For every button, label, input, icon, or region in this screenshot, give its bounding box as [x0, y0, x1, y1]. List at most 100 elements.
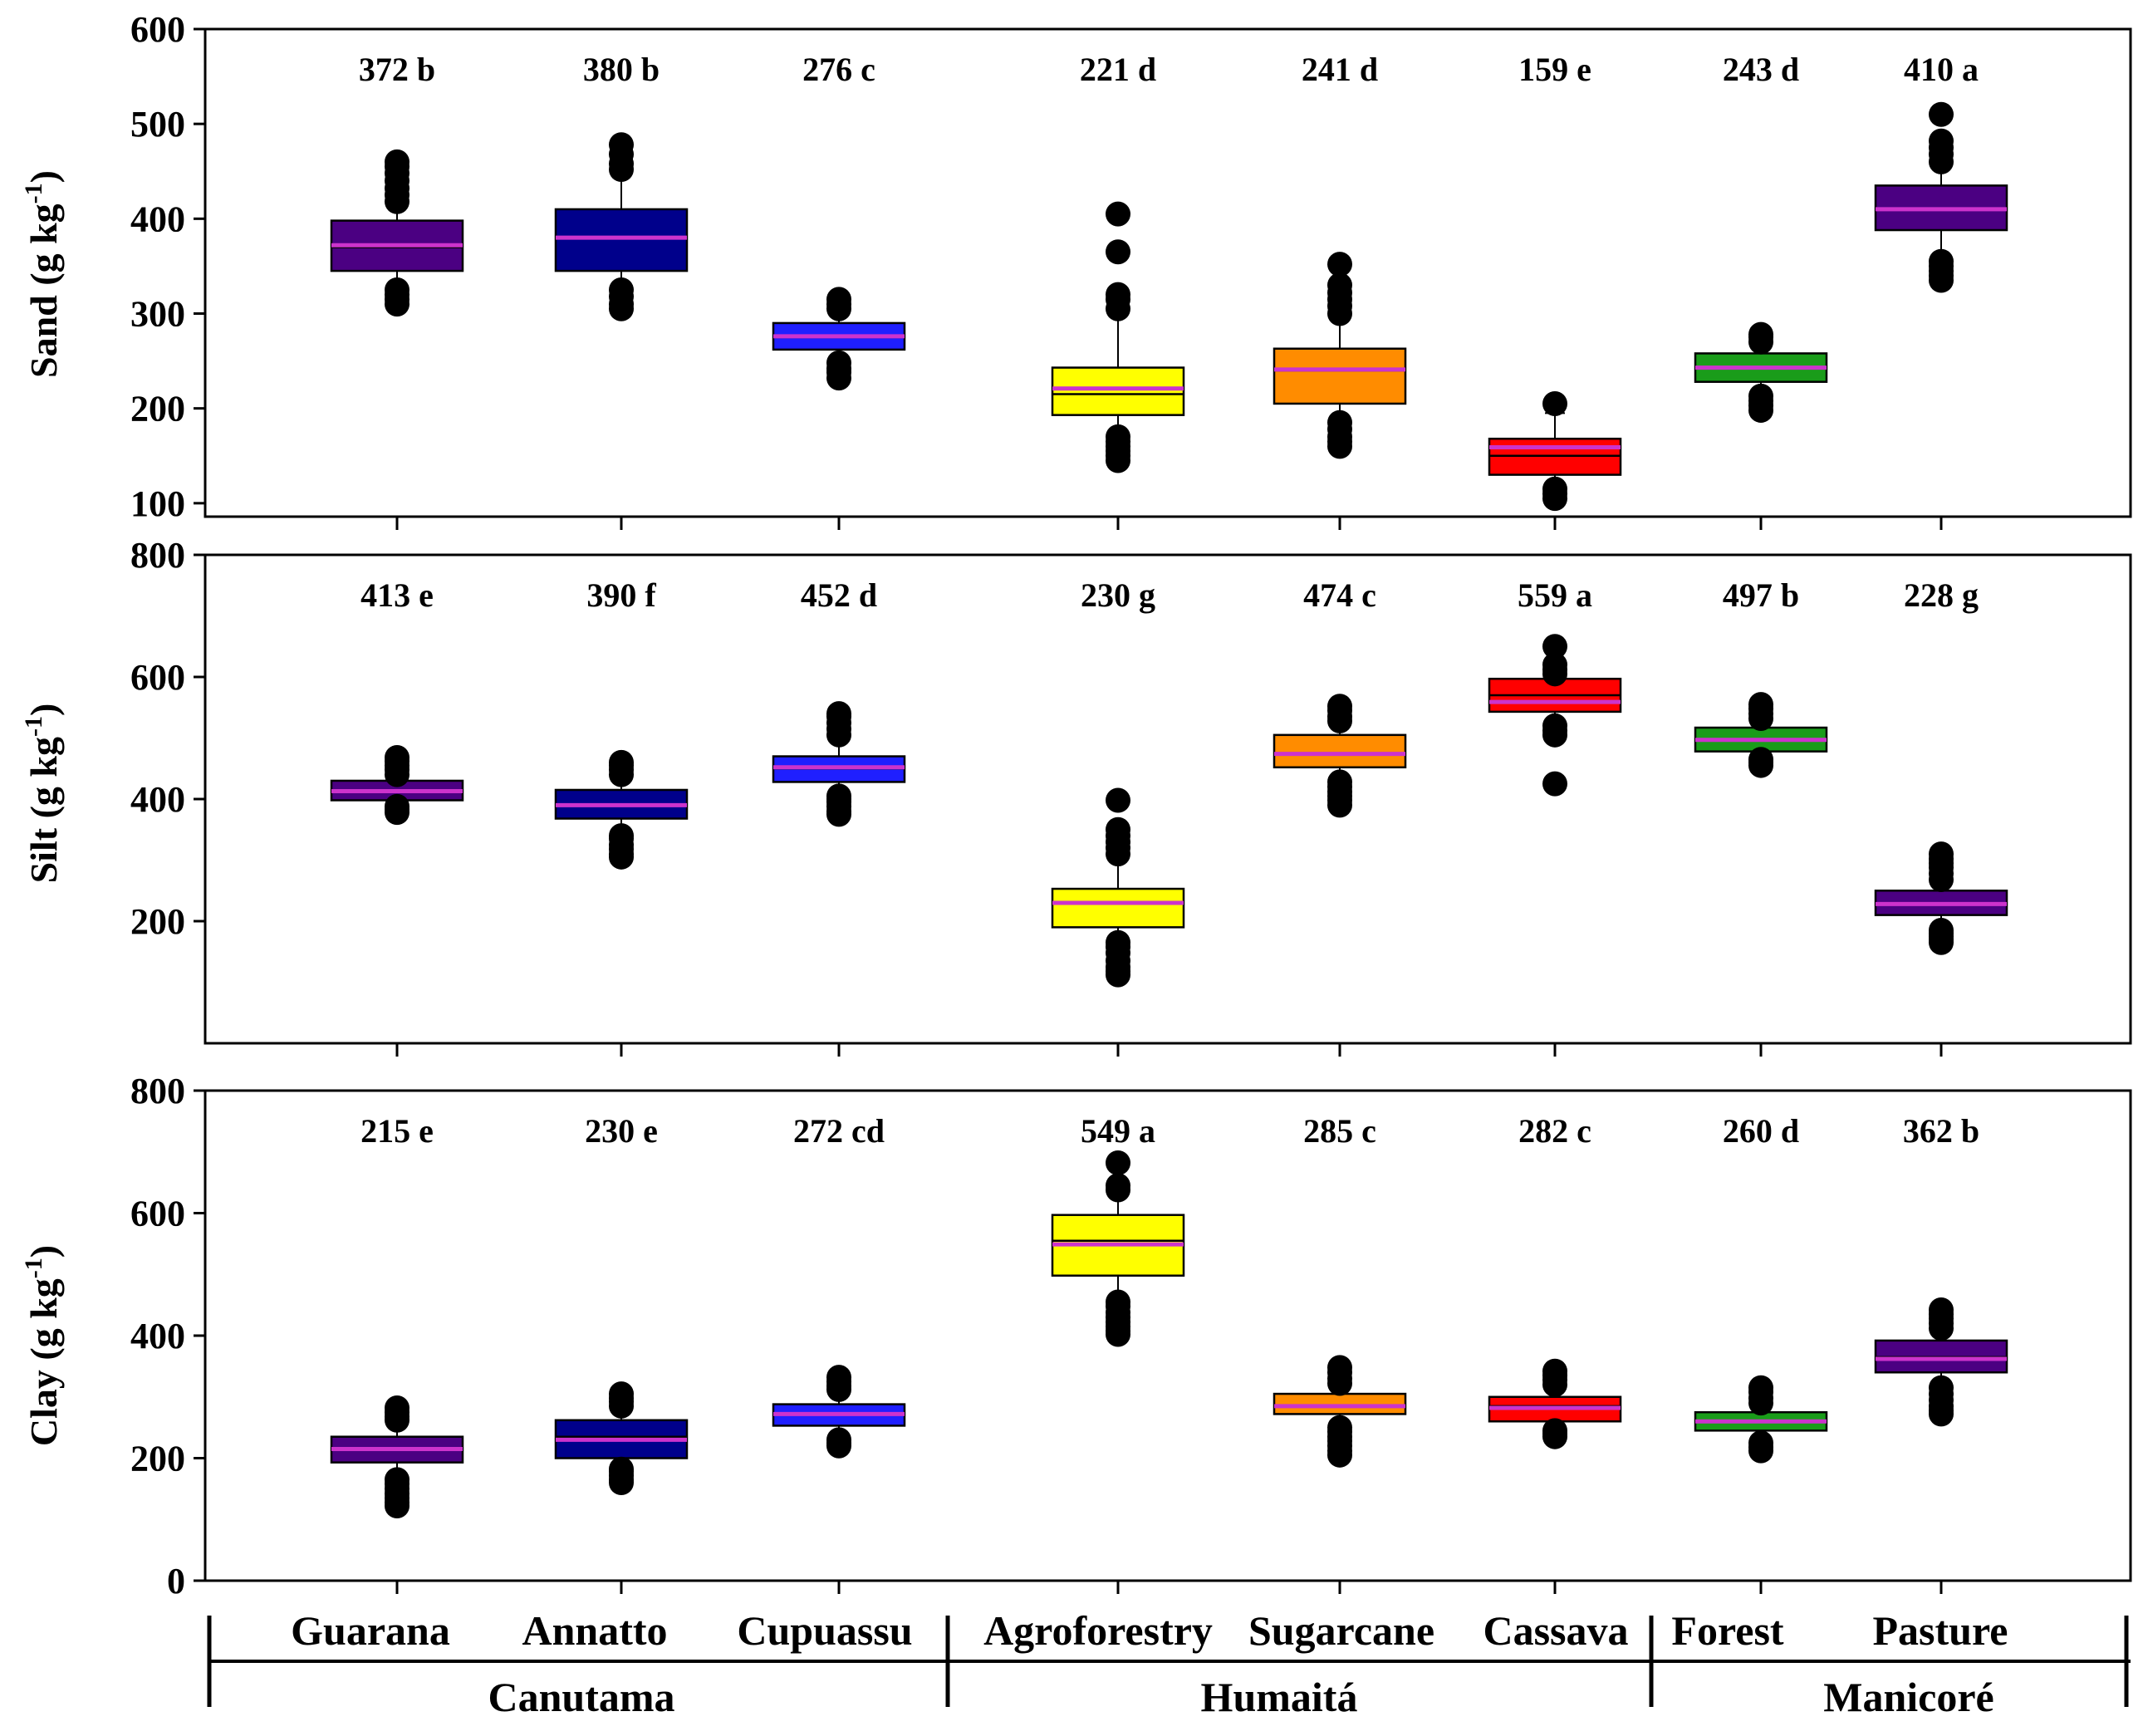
silt-plot-frame — [204, 553, 2132, 1045]
silt-box-forest — [1694, 692, 1828, 778]
clay-outlier-pasture-5 — [1929, 1375, 1954, 1400]
clay-y-tick-label-800: 800 — [130, 1071, 185, 1111]
silt-annotation-agroforestry: 230 g — [1081, 576, 1155, 614]
silt-outlier-guarana-7 — [385, 745, 409, 771]
clay-annotations: 215 e 230 e 272 cd 549 a 285 c 282 c 260 d 362 … — [360, 1112, 1979, 1150]
clay-annotation-cassava: 282 c — [1518, 1112, 1591, 1150]
sand-y-tick-label-100: 100 — [130, 483, 185, 524]
sand-boxes — [330, 101, 2008, 512]
sand-outlier-agroforestry-9 — [1106, 239, 1130, 265]
clay-outlier-guarana-10 — [385, 1395, 409, 1421]
sand-box-body-agroforestry — [1051, 366, 1185, 416]
sand-annotation-agroforestry: 221 d — [1080, 51, 1156, 88]
sand-box-forest — [1694, 321, 1828, 423]
clay-annotation-annatto: 230 e — [585, 1112, 658, 1150]
clay-y-tick-label-400: 400 — [130, 1316, 185, 1356]
sand-outlier-pasture-8 — [1929, 128, 1954, 154]
clay-outlier-cupuassu-2 — [826, 1427, 851, 1453]
clay-box-pasture — [1874, 1297, 2008, 1427]
clay-axis-title: Clay (g kg-1) — [20, 1245, 65, 1446]
sand-annotation-guarana: 372 b — [359, 51, 435, 88]
silt-box-cassava — [1488, 634, 1622, 797]
sand-plot-frame — [204, 27, 2132, 518]
clay-boxes — [330, 1150, 2008, 1519]
silt-outlier-cassava-0 — [1542, 771, 1567, 797]
sand-y-tick-label-200: 200 — [130, 389, 185, 429]
category-label-agroforestry: Agroforestry — [983, 1607, 1213, 1654]
sand-y-tick-label-400: 400 — [130, 199, 185, 239]
sand-outlier-guarana-3 — [385, 277, 409, 302]
clay-outlier-cassava-6 — [1542, 1358, 1567, 1384]
clay-box-forest — [1694, 1375, 1828, 1464]
sand-box-annatto — [554, 132, 689, 321]
silt-y-ticks: 200 400 600 800 — [130, 535, 1943, 1057]
sand-outlier-cupuassu-3 — [826, 350, 851, 375]
silt-y-tick-label-200: 200 — [130, 901, 185, 942]
silt-box-agroforestry — [1051, 787, 1185, 988]
silt-outlier-cassava-3 — [1542, 713, 1567, 738]
sand-box-cupuassu — [772, 287, 906, 391]
sand-outlier-sugarcane-10 — [1327, 252, 1352, 277]
silt-outlier-annatto-9 — [609, 749, 634, 775]
sand-outlier-cupuassu-6 — [826, 287, 851, 312]
clay-y-tick-label-600: 600 — [130, 1194, 185, 1234]
panel-sand: Sand (g kg-1) 100 200 300 400 500 600 372 b 38… — [20, 9, 2132, 530]
silt-outlier-cassava-6 — [1542, 652, 1567, 678]
sand-y-tick-label-500: 500 — [130, 104, 185, 145]
clay-outlier-annatto-4 — [609, 1456, 634, 1482]
clay-annotation-sugarcane: 285 c — [1303, 1112, 1376, 1150]
clay-y-tick-label-0: 0 — [167, 1561, 185, 1601]
silt-annotations: 413 e 390 f 452 d 230 g 474 c 559 a 497 b 228 g — [360, 576, 1979, 614]
clay-outlier-agroforestry-7 — [1106, 1289, 1130, 1315]
clay-annotation-pasture: 362 b — [1903, 1112, 1979, 1150]
category-label-cupuassu: Cupuassu — [737, 1607, 912, 1654]
group-label-canutama: Canutama — [488, 1674, 674, 1720]
clay-annotation-guarana: 215 e — [360, 1112, 434, 1150]
sand-outlier-agroforestry-8 — [1106, 282, 1130, 307]
sand-outlier-annatto-3 — [609, 277, 634, 302]
silt-outlier-sugarcane-5 — [1327, 769, 1352, 795]
clay-box-cupuassu — [772, 1365, 906, 1459]
sand-box-guarana — [330, 149, 464, 317]
silt-outlier-forest-2 — [1748, 747, 1773, 772]
sand-y-tick-label-600: 600 — [130, 9, 185, 50]
category-label-guarana: Guarana — [291, 1607, 450, 1654]
sand-annotation-pasture: 410 a — [1904, 51, 1979, 88]
silt-annotation-annatto: 390 f — [586, 576, 656, 614]
silt-box-annatto — [554, 749, 689, 870]
silt-outlier-cupuassu-5 — [826, 783, 851, 809]
silt-annotation-cassava: 559 a — [1518, 576, 1592, 614]
category-label-pasture: Pasture — [1873, 1607, 2008, 1654]
sand-annotation-cassava: 159 e — [1518, 51, 1591, 88]
silt-box-sugarcane — [1273, 694, 1407, 818]
silt-box-body-sugarcane — [1273, 733, 1407, 769]
clay-box-sugarcane — [1273, 1355, 1407, 1468]
silt-outlier-cassava-7 — [1542, 634, 1567, 660]
silt-box-guarana — [330, 745, 464, 826]
category-label-forest: Forest — [1671, 1607, 1783, 1654]
clay-annotation-agroforestry: 549 a — [1081, 1112, 1155, 1150]
clay-outlier-cassava-2 — [1542, 1418, 1567, 1444]
sand-outlier-forest-3 — [1748, 383, 1773, 409]
clay-outlier-agroforestry-10 — [1106, 1150, 1130, 1176]
silt-box-body-agroforestry — [1051, 887, 1185, 929]
sand-outlier-forest-6 — [1748, 321, 1773, 347]
silt-outlier-forest-6 — [1748, 692, 1773, 718]
sand-annotations: 372 b 380 b 276 c 221 d 241 d 159 e 243 d 410 a — [359, 51, 1979, 88]
silt-axis-title: Silt (g kg-1) — [20, 704, 65, 884]
silt-outlier-pasture-10 — [1929, 841, 1954, 867]
clay-annotation-cupuassu: 272 cd — [793, 1112, 885, 1150]
silt-outlier-agroforestry-11 — [1106, 817, 1130, 842]
silt-y-tick-label-600: 600 — [130, 657, 185, 698]
panel-silt: Silt (g kg-1) 200 400 600 800 413 e 390 f 452… — [20, 535, 2132, 1057]
clay-plot-frame — [204, 1089, 2132, 1582]
category-label-annatto: Annatto — [522, 1607, 667, 1654]
clay-outlier-guarana-6 — [385, 1467, 409, 1493]
clay-box-agroforestry — [1051, 1150, 1185, 1347]
clay-outlier-forest-6 — [1748, 1375, 1773, 1400]
silt-outlier-agroforestry-6 — [1106, 929, 1130, 955]
silt-annotation-pasture: 228 g — [1904, 576, 1979, 614]
sand-annotation-annatto: 380 b — [583, 51, 660, 88]
silt-y-tick-label-400: 400 — [130, 779, 185, 820]
